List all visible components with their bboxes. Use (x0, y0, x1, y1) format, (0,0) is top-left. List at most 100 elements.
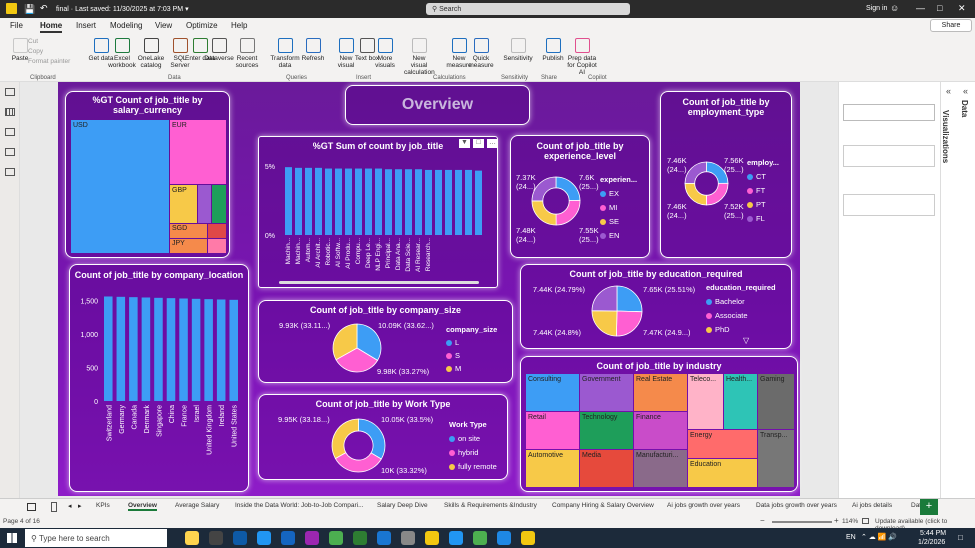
pie-slice[interactable] (615, 310, 643, 337)
employment-card[interactable]: Count of job_title by employment_type 7.… (660, 91, 792, 258)
legend-item[interactable]: M (446, 362, 497, 375)
legend-item[interactable]: L (446, 336, 497, 349)
undo-icon[interactable]: ↶ (40, 3, 48, 13)
ribbon-quick-measure-button[interactable]: Quick measure (466, 38, 496, 69)
treemap-cell[interactable]: JPY (170, 239, 207, 253)
next-page-button[interactable]: ▸ (78, 503, 82, 510)
mobile-view-toggle[interactable] (51, 502, 57, 512)
taskbar-app-icon[interactable] (185, 531, 199, 545)
taskbar-app-icon[interactable] (449, 531, 463, 545)
pie-slice[interactable] (616, 285, 643, 313)
sign-in-link[interactable]: Sign in (866, 5, 888, 12)
ribbon-sql-server-button[interactable]: SQL Server (165, 38, 195, 69)
ribbon-refresh-button[interactable]: Refresh (298, 38, 328, 62)
legend-item[interactable]: MI (600, 201, 637, 215)
page-tab[interactable]: Salary Deep Dive (377, 502, 428, 509)
treemap-cell[interactable]: GBP (170, 185, 197, 223)
page-tab[interactable]: Ai jobs details (852, 502, 893, 509)
bar[interactable] (285, 167, 292, 235)
treemap-cell[interactable]: Education (688, 459, 757, 487)
tmdl-view-icon[interactable] (5, 168, 15, 176)
bar[interactable] (191, 298, 201, 401)
legend-item[interactable]: fully remote (449, 460, 497, 474)
bar[interactable] (116, 296, 126, 401)
ribbon-more-visuals-button[interactable]: More visuals (370, 38, 400, 69)
bar[interactable] (405, 169, 412, 235)
treemap-cell[interactable] (208, 224, 226, 238)
ribbon-recent-sources-button[interactable]: Recent sources (232, 38, 262, 69)
taskbar-app-icon[interactable] (473, 531, 487, 545)
visualizations-tab[interactable]: Visualizations (941, 110, 950, 164)
page-tab[interactable]: Dat (911, 502, 922, 509)
document-title[interactable]: final · Last saved: 11/30/2025 at 7:03 P… (56, 6, 189, 13)
bar[interactable] (154, 297, 163, 401)
bar[interactable] (475, 170, 482, 235)
system-tray-icons[interactable]: ⌃ ☁ 📶 🔊 (861, 534, 898, 541)
bar[interactable] (425, 169, 432, 235)
page-tab[interactable]: Inside the Data World: Job-to-Job Compar… (235, 502, 364, 509)
bar[interactable] (335, 168, 342, 235)
focus-mode-icon[interactable]: □ (473, 139, 484, 148)
bar[interactable] (355, 168, 362, 235)
bar[interactable] (415, 169, 422, 235)
search-box[interactable]: ⚲ Search (426, 3, 630, 15)
bar[interactable] (395, 169, 402, 235)
menu-home[interactable]: Home (40, 21, 63, 33)
bar[interactable] (129, 297, 138, 401)
page-tab[interactable]: Data jobs growth over years (756, 502, 837, 509)
bar[interactable] (166, 298, 176, 401)
pie-slice[interactable] (591, 285, 618, 312)
add-page-button[interactable]: + (920, 499, 938, 515)
treemap-cell[interactable]: Manufacturi... (634, 450, 687, 487)
ribbon-dataverse-button[interactable]: Dataverse (204, 38, 234, 62)
clock-date[interactable]: 1/2/2026 (918, 539, 946, 546)
legend-item[interactable]: CT (747, 170, 779, 184)
donut-slice[interactable] (531, 176, 557, 202)
maximize-button[interactable]: □ (937, 3, 943, 13)
page-tab[interactable]: Ai jobs growth over years (667, 502, 740, 509)
fit-page-icon[interactable] (862, 518, 869, 524)
menu-insert[interactable]: Insert (76, 21, 97, 30)
donut-slice[interactable] (555, 176, 581, 202)
language-indicator[interactable]: EN (846, 534, 856, 541)
legend-item[interactable]: FL (747, 212, 779, 226)
filter-field[interactable] (843, 145, 935, 167)
bar[interactable] (295, 167, 302, 235)
page-tab[interactable]: Company Hiring & Salary Overview (552, 502, 654, 509)
legend-item[interactable]: Associate (706, 309, 776, 323)
bar[interactable] (465, 169, 472, 235)
work-type-card[interactable]: Count of job_title by Work Type 9.95K (3… (258, 394, 508, 480)
filter-field[interactable] (843, 194, 935, 216)
taskbar-app-icon[interactable] (209, 531, 223, 545)
legend-item[interactable]: hybrid (449, 446, 497, 460)
clock-time[interactable]: 5:44 PM (920, 530, 947, 537)
ribbon-new-measure-button[interactable]: New measure (444, 38, 474, 69)
table-view-icon[interactable] (5, 108, 15, 116)
donut-slice[interactable] (331, 418, 359, 460)
treemap-cell[interactable]: Real Estate (634, 374, 687, 411)
legend-item[interactable]: S (446, 349, 497, 362)
pie-slice[interactable] (332, 323, 358, 361)
taskbar-app-icon[interactable] (329, 531, 343, 545)
model-view-icon[interactable] (5, 128, 15, 136)
ribbon-transform-data-button[interactable]: Transform data (270, 38, 300, 69)
chevron-down-icon[interactable]: ▽ (743, 336, 750, 345)
bar[interactable] (104, 296, 113, 401)
bar[interactable] (325, 168, 332, 235)
legend-item[interactable]: Bachelor (706, 295, 776, 309)
legend-item[interactable]: PhD (706, 323, 776, 337)
page-tab[interactable]: Skills & Requirements &Industry (444, 502, 537, 509)
taskbar-app-icon[interactable] (401, 531, 415, 545)
treemap-cell[interactable]: Government (580, 374, 633, 411)
menu-file[interactable]: File (10, 21, 23, 30)
treemap-cell[interactable]: Media (580, 450, 633, 487)
legend-item[interactable]: FT (747, 184, 779, 198)
taskbar-app-icon[interactable] (353, 531, 367, 545)
salary-currency-card[interactable]: %GT Count of job_title by salary_currenc… (65, 91, 230, 258)
dax-query-icon[interactable] (5, 148, 15, 156)
legend-item[interactable]: EN (600, 229, 637, 243)
treemap-cell[interactable]: SGD (170, 224, 207, 238)
taskbar-app-icon[interactable] (233, 531, 247, 545)
ribbon-prep-data-for-copilot-ai-button[interactable]: Prep data for Copilot AI (567, 38, 597, 76)
donut-slice[interactable] (555, 199, 581, 226)
